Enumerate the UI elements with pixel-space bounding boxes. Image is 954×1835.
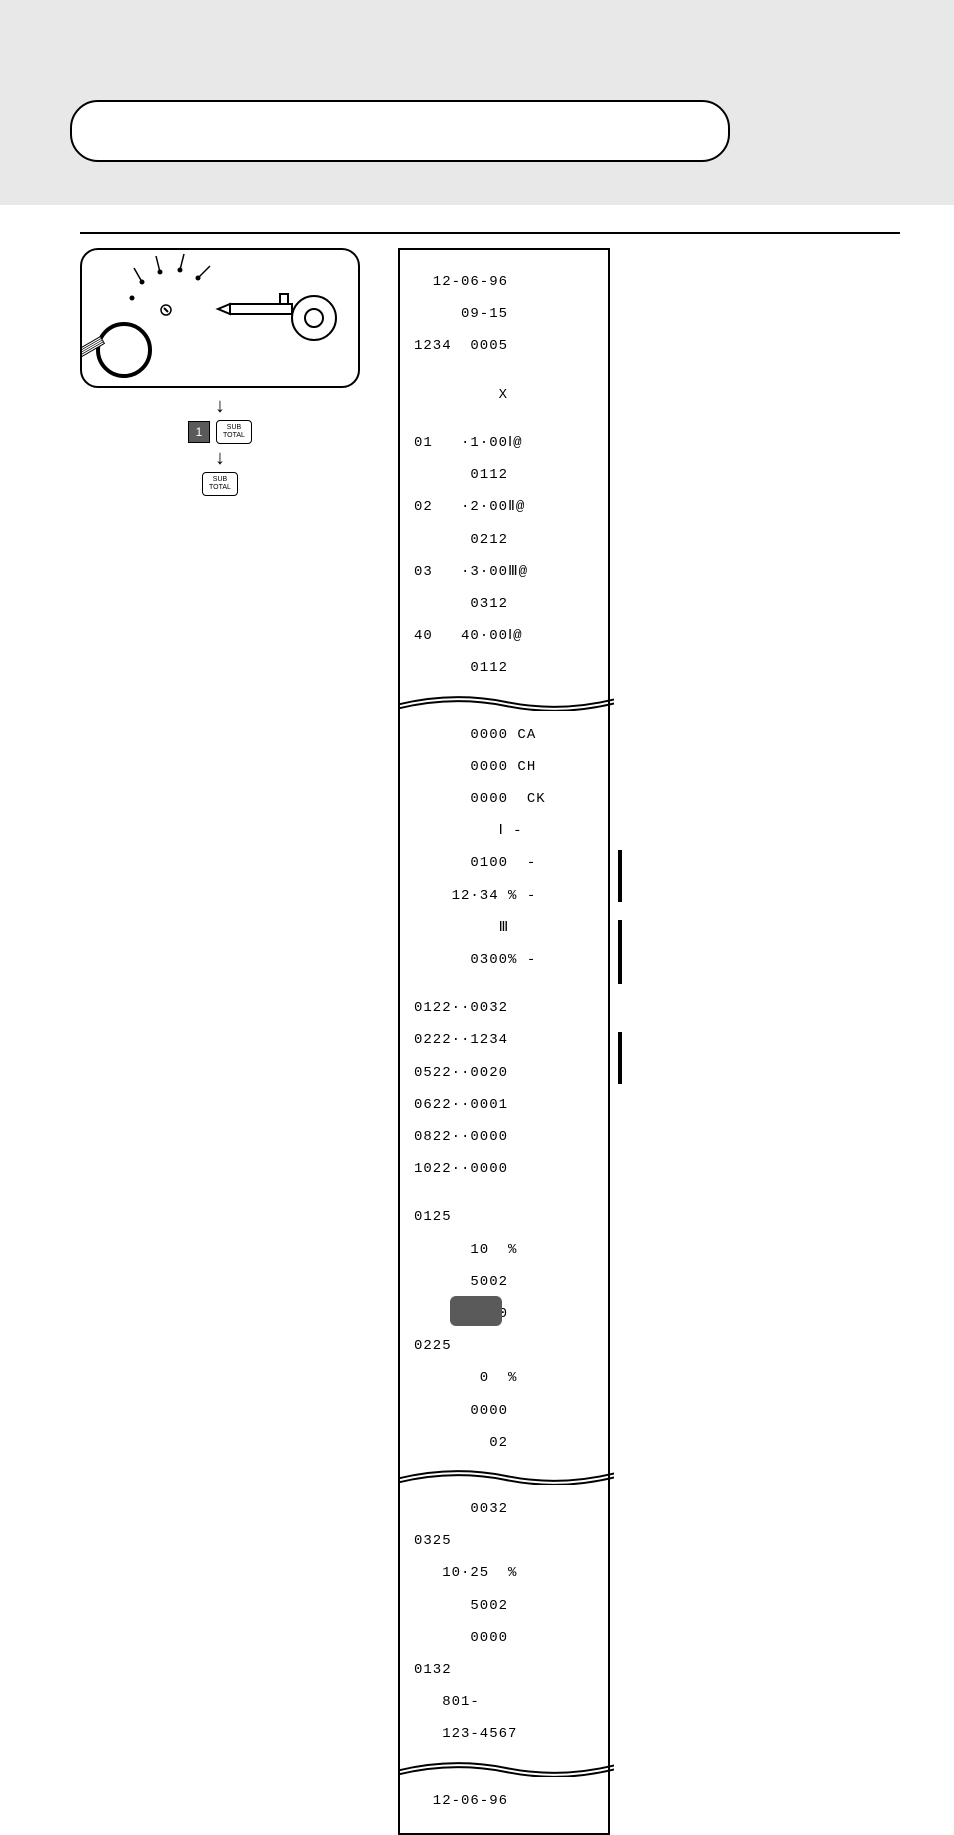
receipt-line: 03 ·3·00Ⅲ@: [404, 564, 604, 580]
receipt-line: 12·34 % -: [404, 888, 604, 904]
receipt-line: 0822··0000: [404, 1129, 604, 1145]
receipt-line: 801-: [404, 1694, 604, 1710]
receipt-line: Ⅲ: [404, 920, 604, 936]
arrow-down-icon: ↓: [215, 448, 225, 468]
receipt-line: 0100 -: [404, 855, 604, 871]
receipt-line: 0 %: [404, 1370, 604, 1386]
receipt-line: 0312: [404, 596, 604, 612]
receipt-line: 0000: [404, 1306, 604, 1322]
receipt-line: 0622··0001: [404, 1097, 604, 1113]
page-number-badge: [450, 1296, 502, 1326]
key-1: 1: [188, 421, 210, 443]
receipt-line: 02 ·2·00Ⅱ@: [404, 499, 604, 515]
dial-svg: [82, 250, 358, 386]
receipt-line: 0122··0032: [404, 1000, 604, 1016]
receipt-printout: 12-06-96 09-15 1234 0005 X 01 ·1·00Ⅰ@ 01…: [398, 248, 610, 1835]
receipt-line: 0112: [404, 467, 604, 483]
receipt-line: 09-15: [404, 306, 604, 322]
receipt-line: 0225: [404, 1338, 604, 1354]
title-box: [70, 100, 730, 162]
annotation-mark: [618, 850, 622, 902]
key-subtotal: SUB TOTAL: [202, 472, 238, 496]
receipt-line: X: [404, 387, 604, 403]
section-divider: [80, 232, 900, 234]
receipt-line: 0212: [404, 532, 604, 548]
receipt-line: 02: [404, 1435, 604, 1451]
receipt-line: 1234 0005: [404, 338, 604, 354]
receipt-tear-icon: [398, 693, 610, 711]
receipt-line: 0000 CA: [404, 727, 604, 743]
receipt-line: 0325: [404, 1533, 604, 1549]
receipt-line: 0000: [404, 1630, 604, 1646]
receipt-line: 0125: [404, 1209, 604, 1225]
receipt-line: 5002: [404, 1274, 604, 1290]
receipt-line: 01 ·1·00Ⅰ@: [404, 435, 604, 451]
receipt-line: 0300% -: [404, 952, 604, 968]
receipt-line: 10 %: [404, 1242, 604, 1258]
receipt-tear-icon: [398, 1759, 610, 1777]
receipt-line: 12-06-96: [404, 274, 604, 290]
receipt-line: 0522··0020: [404, 1065, 604, 1081]
receipt-line: 12-06-96: [404, 1793, 604, 1809]
receipt-line: 123-4567: [404, 1726, 604, 1742]
receipt-line: 0000 CH: [404, 759, 604, 775]
key-sequence: ↓ 1 SUB TOTAL ↓ SUB TOTAL: [170, 396, 270, 496]
key-row-2: SUB TOTAL: [202, 472, 238, 496]
key-row-1: 1 SUB TOTAL: [188, 420, 252, 444]
receipt-line: 0000 CK: [404, 791, 604, 807]
receipt-tear-icon: [398, 1467, 610, 1485]
key-subtotal: SUB TOTAL: [216, 420, 252, 444]
mode-dial-illustration: [80, 248, 360, 388]
receipt-line: Ⅰ -: [404, 823, 604, 839]
receipt-line: 40 40·00Ⅰ@: [404, 628, 604, 644]
receipt-line: 0112: [404, 660, 604, 676]
receipt-line: 0032: [404, 1501, 604, 1517]
receipt-line: 5002: [404, 1598, 604, 1614]
arrow-down-icon: ↓: [215, 396, 225, 416]
annotation-mark: [618, 920, 622, 984]
annotation-mark: [618, 1032, 622, 1084]
receipt-line: 0000: [404, 1403, 604, 1419]
receipt-line: 0222··1234: [404, 1032, 604, 1048]
receipt-line: 1022··0000: [404, 1161, 604, 1177]
receipt-line: 0132: [404, 1662, 604, 1678]
receipt-line: 10·25 %: [404, 1565, 604, 1581]
